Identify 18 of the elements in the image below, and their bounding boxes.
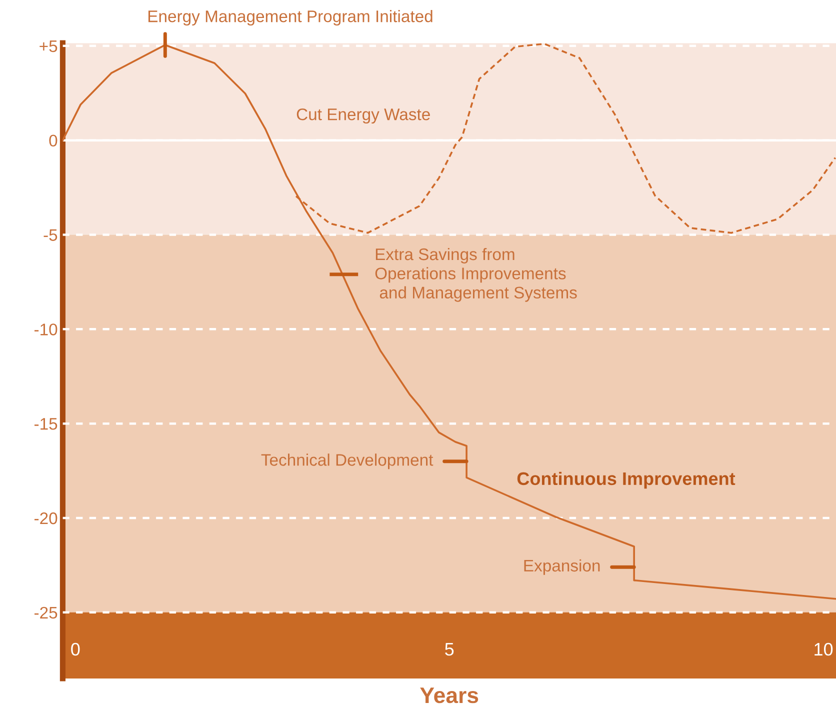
y-tick-label: -5 <box>44 229 58 241</box>
y-tick-label: -15 <box>34 418 58 430</box>
annotation: Expansion <box>524 559 600 575</box>
y-tick-label: -20 <box>34 512 58 524</box>
annotation: Energy Management Program Initiated <box>148 10 432 26</box>
y-tick-label: 0 <box>49 134 58 147</box>
annotation: Cut Energy Waste <box>296 108 430 124</box>
annotation: Continuous Improvement <box>517 472 736 489</box>
y-tick-label: -25 <box>34 606 58 619</box>
x-tick-label: 10 <box>814 642 833 656</box>
annotation: Extra Savings from Operations Improvements and Management Systems <box>375 248 577 302</box>
annotation: Technical Development <box>261 454 434 470</box>
y-tick-label: +5 <box>40 40 58 52</box>
x-axis-title: Years <box>420 688 478 704</box>
x-tick-label: 5 <box>445 643 454 656</box>
y-tick-label: -10 <box>34 324 58 336</box>
line-series <box>62 44 836 600</box>
x-tick-label: 0 <box>71 642 80 656</box>
